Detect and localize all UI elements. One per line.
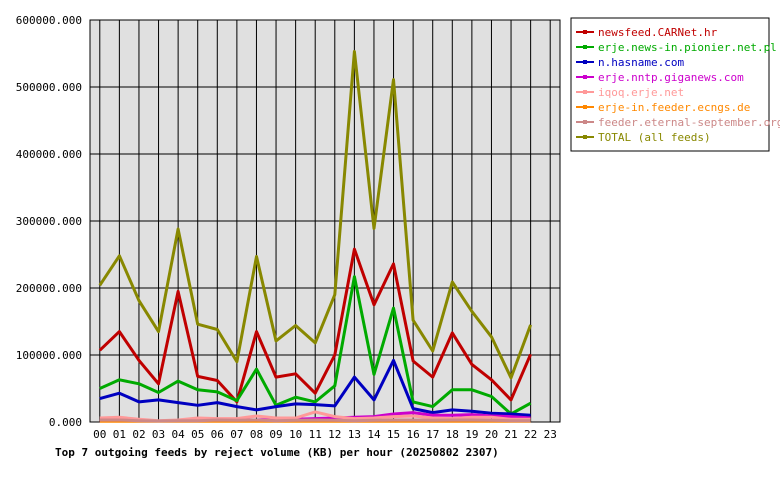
x-tick-label: 16 (407, 428, 420, 441)
legend-label: n.hasname.com (598, 56, 684, 69)
x-tick-label: 20 (485, 428, 498, 441)
legend-entry-total-all-feeds: TOTAL (all feeds) (576, 131, 711, 144)
series-line-total-all-feeds (98, 50, 533, 380)
x-tick-label: 11 (309, 428, 322, 441)
y-tick-label: 0.000 (49, 416, 82, 429)
x-tick-label: 08 (250, 428, 263, 441)
x-tick-label: 18 (446, 428, 459, 441)
x-tick-label: 07 (230, 428, 243, 441)
x-tick-label: 02 (132, 428, 145, 441)
x-tick-label: 23 (544, 428, 557, 441)
series-line-erje-news-in-pionier-net-pl (99, 275, 532, 416)
legend-entry-erje-in-feeder-ecngs-de: erje-in.feeder.ecngs.de (576, 101, 750, 114)
x-tick-label: 04 (172, 428, 186, 441)
x-tick-label: 13 (348, 428, 361, 441)
chart-title: Top 7 outgoing feeds by reject volume (K… (55, 446, 499, 459)
x-tick-label: 15 (387, 428, 400, 441)
legend-marker (583, 30, 587, 34)
y-tick-label: 600000.000 (16, 14, 82, 27)
x-tick-label: 01 (113, 428, 126, 441)
legend-marker (583, 45, 587, 49)
x-tick-label: 03 (152, 428, 165, 441)
legend: newsfeed.CARNet.hr erje.news-in.pionier.n… (570, 17, 780, 152)
legend-label: erje-in.feeder.ecngs.de (598, 101, 750, 114)
y-tick-label: 300000.000 (16, 215, 82, 228)
x-tick-label: 12 (328, 428, 341, 441)
legend-label: erje.nntp.giganews.com (598, 71, 744, 84)
x-tick-label: 05 (191, 428, 204, 441)
series-line-feeder-eternal-september-org (99, 418, 531, 423)
legend-entry-n-hasname-com: n.hasname.com (576, 56, 684, 69)
legend-label: feeder.eternal-september.org (598, 116, 780, 129)
legend-label: erje.news-in.pionier.net.pl (598, 41, 777, 54)
x-tick-label: 10 (289, 428, 302, 441)
x-axis: 00 01 02 03 04 05 06 07 08 09 10 11 12 13 14 15 16 17 18 19… (93, 428, 557, 441)
x-tick-label: 19 (465, 428, 478, 441)
series-line-n-hasname-com (99, 358, 531, 417)
legend-label: iqoq.erje.net (598, 86, 684, 99)
x-tick-label: 21 (504, 428, 517, 441)
x-tick-label: 09 (269, 428, 282, 441)
series-lines (98, 50, 533, 423)
x-tick-label: 22 (524, 428, 537, 441)
legend-entry-feeder-eternal-september-org: feeder.eternal-september.org (576, 116, 780, 129)
legend-entry-newsfeed-carnet-hr: newsfeed.CARNet.hr (576, 26, 718, 39)
x-tick-label: 17 (426, 428, 439, 441)
legend-entry-erje-nntp-giganews-com: erje.nntp.giganews.com (576, 71, 744, 84)
y-tick-label: 500000.000 (16, 81, 82, 94)
legend-label: newsfeed.CARNet.hr (598, 26, 718, 39)
y-tick-label: 200000.000 (16, 282, 82, 295)
legend-box (570, 17, 770, 152)
x-tick-label: 14 (367, 428, 381, 441)
legend-marker (583, 60, 587, 64)
legend-label: TOTAL (all feeds) (598, 131, 711, 144)
y-axis: 0.000 100000.000 200000.000 300000.000 40000… (16, 14, 82, 429)
series-line-newsfeed-carnet-hr (98, 247, 532, 404)
x-tick-label: 06 (211, 428, 224, 441)
legend-marker (583, 75, 587, 79)
y-tick-label: 100000.000 (16, 349, 82, 362)
legend-marker (583, 90, 587, 94)
legend-marker (583, 120, 587, 124)
legend-entry-iqoq-erje-net: iqoq.erje.net (576, 86, 684, 99)
legend-marker (583, 105, 587, 109)
x-tick-label: 00 (93, 428, 106, 441)
legend-entry-erje-news-in-pionier-net-pl: erje.news-in.pionier.net.pl (576, 41, 777, 54)
legend-marker (583, 135, 587, 139)
y-tick-label: 400000.000 (16, 148, 82, 161)
